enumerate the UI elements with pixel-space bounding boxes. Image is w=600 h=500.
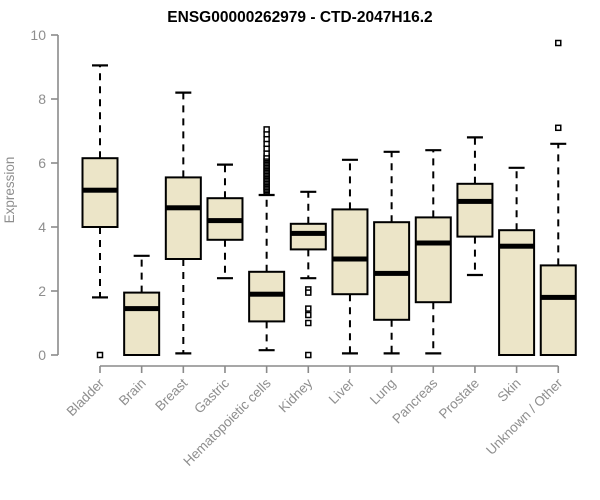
boxplot-brain [123, 254, 161, 357]
iqr-box [498, 229, 536, 356]
iqr-box [289, 222, 327, 251]
x-category-label: Prostate [436, 376, 482, 422]
iqr-box [331, 208, 369, 296]
median-line [457, 198, 493, 204]
boxplot-prostate [456, 136, 494, 277]
outlier-point [555, 39, 562, 47]
y-tick-label: 0 [38, 347, 46, 363]
median-line [207, 218, 243, 224]
iqr-box [164, 176, 202, 260]
outlier-point [305, 311, 312, 319]
x-category-label: Skin [495, 376, 524, 405]
y-tick-label: 10 [30, 27, 46, 43]
boxplot-pancreas [414, 149, 452, 355]
x-category-label: Kidney [276, 375, 316, 415]
chart-title: ENSG00000262979 - CTD-2047H16.2 [167, 9, 432, 26]
iqr-box [456, 182, 494, 238]
x-category-label: Breast [152, 375, 190, 413]
median-line [82, 187, 118, 193]
x-category-label: Brain [116, 376, 149, 409]
x-category-label: Pancreas [389, 375, 440, 426]
outlier-point [555, 124, 562, 132]
iqr-box [123, 291, 161, 357]
median-line [124, 306, 160, 312]
outlier-point [305, 289, 312, 296]
boxplot-breast [164, 91, 202, 355]
outlier-point [96, 351, 104, 359]
boxplot-gastric [206, 163, 244, 280]
x-category-label: Liver [326, 375, 358, 407]
median-line [332, 256, 368, 262]
x-category-label: Unknown / Other [483, 375, 566, 458]
x-category-label: Bladder [64, 375, 108, 419]
boxplots [81, 39, 577, 359]
median-line [499, 243, 535, 249]
outlier-point [305, 351, 312, 359]
boxplot-kidney [289, 190, 327, 359]
iqr-box [414, 216, 452, 304]
y-tick-label: 8 [38, 91, 46, 107]
iqr-box [539, 264, 577, 356]
median-line [290, 230, 326, 236]
boxplot-unknown-other [539, 39, 577, 356]
boxplot-bladder [81, 64, 119, 359]
x-category-label: Gastric [191, 375, 232, 416]
y-axis-label: Expression [2, 157, 17, 224]
boxplot-skin [498, 166, 536, 356]
median-line [165, 205, 201, 211]
outlier-point [305, 305, 312, 312]
outlier-point [263, 126, 270, 133]
median-line [415, 240, 451, 246]
median-line [249, 291, 285, 297]
outlier-point [305, 319, 312, 327]
boxplot-lung [373, 150, 411, 355]
boxplot-liver [331, 158, 369, 355]
y-tick-label: 2 [38, 283, 46, 299]
boxplot-hematopoietic-cells [248, 126, 286, 352]
x-category-label: Lung [367, 376, 399, 408]
median-line [540, 294, 576, 300]
y-tick-label: 4 [38, 219, 46, 235]
median-line [374, 270, 410, 276]
y-tick-label: 6 [38, 155, 46, 171]
